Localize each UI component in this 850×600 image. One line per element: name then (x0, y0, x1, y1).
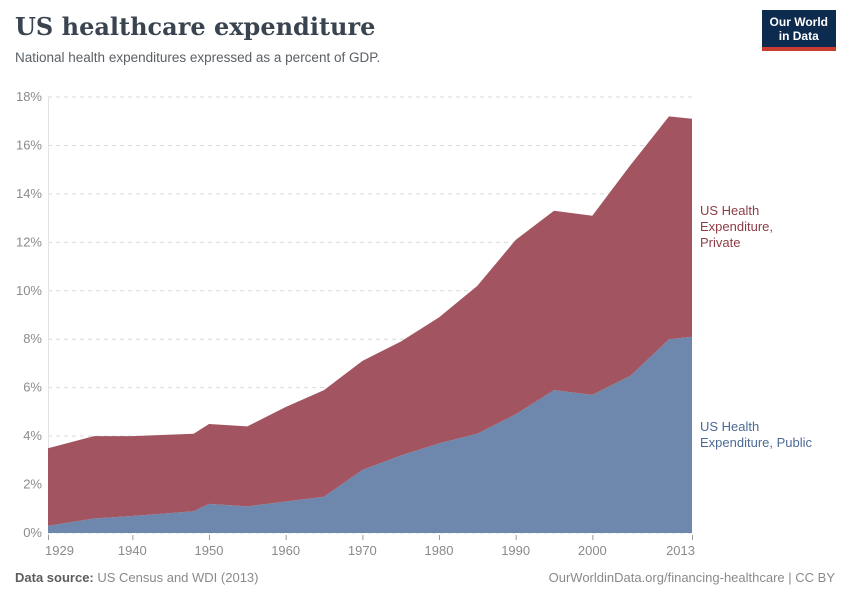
legend-label-public: US Health Expenditure, Public (700, 419, 813, 450)
x-axis-label-1990: 1990 (501, 543, 530, 558)
x-axis-label-1929: 1929 (45, 543, 74, 558)
y-axis-label-16%: 16% (16, 137, 42, 152)
x-axis-label-2013: 2013 (666, 543, 695, 558)
y-axis-label-4%: 4% (23, 428, 42, 443)
x-axis-label-1970: 1970 (348, 543, 377, 558)
area-public[interactable] (48, 336, 692, 533)
x-axis-label-1960: 1960 (271, 543, 300, 558)
y-axis-label-2%: 2% (23, 477, 42, 492)
data-source-value: US Census and WDI (2013) (93, 570, 259, 585)
legend-label-private: US Health Expenditure, Private (700, 203, 773, 250)
x-axis-label-1950: 1950 (195, 543, 224, 558)
y-axis-label-0%: 0% (23, 525, 42, 540)
area-private[interactable] (48, 116, 692, 526)
license-link[interactable]: OurWorldinData.org/financing-healthcare … (548, 570, 835, 585)
data-source: Data source: US Census and WDI (2013) (15, 570, 258, 585)
chart-subtitle: National health expenditures expressed a… (15, 50, 381, 65)
y-axis-label-6%: 6% (23, 380, 42, 395)
y-axis-label-14%: 14% (16, 186, 42, 201)
x-axis-label-2000: 2000 (578, 543, 607, 558)
page-title: US healthcare expenditure (15, 12, 376, 41)
y-axis-label-8%: 8% (23, 331, 42, 346)
y-axis-label-18%: 18% (16, 89, 42, 104)
y-axis-label-10%: 10% (16, 283, 42, 298)
owid-logo[interactable]: Our World in Data (761, 10, 836, 51)
x-axis-label-1940: 1940 (118, 543, 147, 558)
data-source-label: Data source: (15, 570, 94, 585)
y-axis-label-12%: 12% (16, 234, 42, 249)
x-axis-label-1980: 1980 (425, 543, 454, 558)
